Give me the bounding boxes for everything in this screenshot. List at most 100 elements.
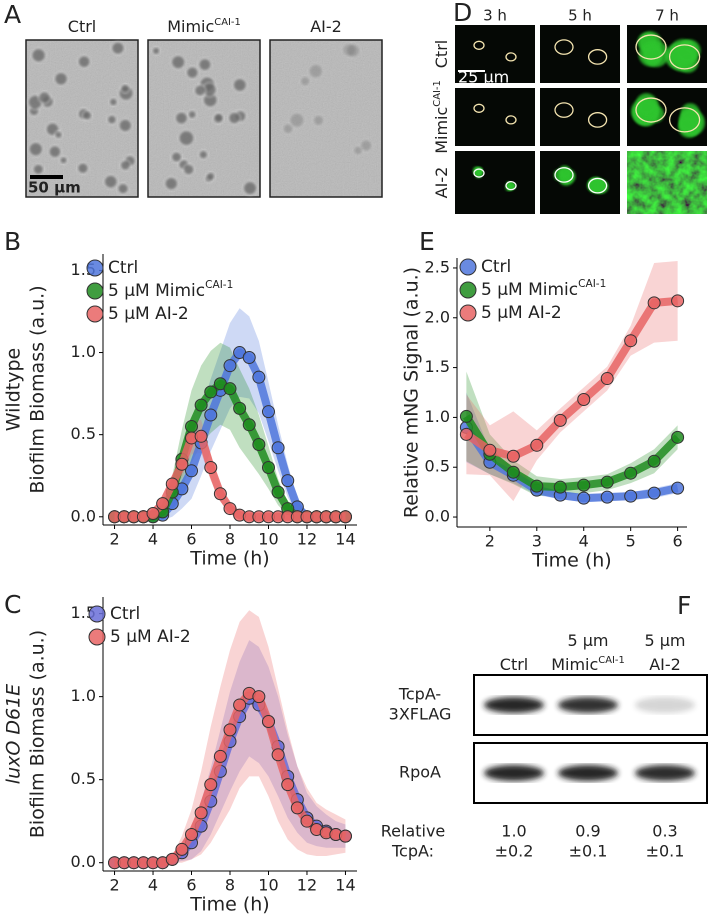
quant-value: 1.0 (501, 822, 526, 841)
legend-label-base: Ctrl (108, 258, 138, 278)
image-label-superscript: CAI-1 (214, 17, 241, 28)
legend-label: 5 µM MimicCAI-1 (481, 278, 606, 300)
biofilm-outline (505, 115, 517, 125)
legend-label: 5 µM AI-2 (481, 303, 562, 323)
data-point (281, 778, 295, 792)
quant-value: 0.9 (575, 822, 600, 841)
biofilm-outline (587, 177, 608, 194)
cell-cluster (32, 49, 45, 62)
blot-band (558, 697, 618, 713)
series-line (464, 296, 678, 461)
data-point (671, 481, 685, 495)
data-point (671, 430, 685, 444)
blot-row-label: 3XFLAG (389, 705, 452, 724)
data-point (165, 852, 179, 866)
data-point (223, 382, 237, 396)
blot-row-label: RpoA (399, 763, 441, 782)
cell-cluster (243, 182, 257, 195)
data-point (204, 778, 218, 792)
biofilm-outline (505, 52, 517, 62)
data-point (647, 296, 661, 310)
cell-cluster (199, 151, 208, 159)
legend-marker (86, 305, 104, 323)
x-tick-label: 2 (485, 532, 495, 551)
cell-cluster (203, 83, 216, 96)
data-point (338, 510, 352, 524)
data-point (600, 372, 614, 386)
quant-value: ±0.1 (569, 842, 608, 861)
data-point (165, 477, 179, 491)
fluorescent-blob (669, 46, 695, 72)
quant-value: 0.3 (652, 822, 677, 841)
legend-marker (86, 259, 104, 277)
biofilm-outline (554, 102, 574, 118)
cell-cluster (214, 113, 223, 122)
blot-band (635, 697, 695, 713)
y-axis-title: Biofilm Biomass (a.u.) (27, 630, 49, 838)
legend-marker (88, 605, 106, 623)
panel-letter: B (4, 227, 21, 256)
data-point (600, 475, 614, 489)
data-point (338, 829, 352, 843)
legend-label-base: 5 µM AI-2 (110, 627, 191, 647)
data-point (290, 801, 304, 815)
data-point (459, 409, 473, 423)
lane-label: Ctrl (500, 655, 528, 674)
x-tick-label: 12 (297, 530, 317, 549)
legend-label: 5 µM MimicCAI-1 (108, 279, 233, 301)
cell-cluster (152, 47, 160, 55)
error-ribbon (114, 342, 346, 517)
x-tick-label: 6 (673, 532, 683, 551)
data-point (261, 461, 275, 475)
x-tick-label: 6 (186, 530, 196, 549)
data-point (624, 489, 638, 503)
cell-cluster (83, 111, 92, 120)
data-point (483, 443, 497, 457)
biofilm-outline (473, 103, 485, 113)
data-point (271, 441, 285, 455)
data-point (204, 385, 218, 399)
lane-label: 5 µm (644, 631, 685, 650)
biofilm-outline (635, 34, 667, 60)
cell-cluster (110, 98, 117, 106)
legend-label: 5 µM AI-2 (110, 627, 191, 647)
data-point (300, 814, 314, 828)
row-label: MimicCAI-1 (432, 80, 451, 154)
data-point (204, 461, 218, 475)
legend-label: 5 µM AI-2 (108, 304, 189, 324)
quant-label: TcpA: (391, 842, 434, 861)
legend-marker (88, 628, 106, 646)
image-label: MimicCAI-1 (167, 17, 241, 36)
panel-letter: A (4, 0, 21, 29)
x-tick-label: 2 (109, 530, 119, 549)
cell-cluster (29, 142, 43, 156)
x-tick-label: 2 (109, 876, 119, 895)
data-point (553, 413, 567, 427)
y-tick-label: 0.5 (425, 457, 450, 476)
data-point (156, 497, 170, 511)
cell-cluster (107, 115, 116, 124)
lane-label: AI-2 (649, 655, 681, 674)
lane-label-base: Mimic (551, 655, 598, 674)
cell-cluster (55, 72, 67, 85)
fluorescence-image (455, 25, 535, 83)
legend-label-base: Ctrl (110, 604, 140, 624)
x-axis-title: Time (h) (531, 550, 611, 572)
biofilm-outline (554, 39, 574, 55)
data-point (185, 419, 199, 433)
data-point (647, 486, 661, 500)
biofilm-outline (473, 40, 485, 50)
data-point (252, 438, 266, 452)
row-label-base: AI-2 (432, 167, 451, 199)
fluorescence-image (540, 25, 620, 83)
x-tick-label: 14 (335, 530, 355, 549)
y-tick-label: 1.5 (425, 357, 450, 376)
cell-cluster (78, 163, 88, 174)
column-label: 5 h (568, 7, 592, 25)
fluorescence-image (540, 151, 620, 214)
error-ribbon (466, 371, 678, 497)
fluorescent-blob (643, 45, 662, 64)
cell-cluster (104, 175, 117, 188)
data-point (223, 359, 237, 373)
